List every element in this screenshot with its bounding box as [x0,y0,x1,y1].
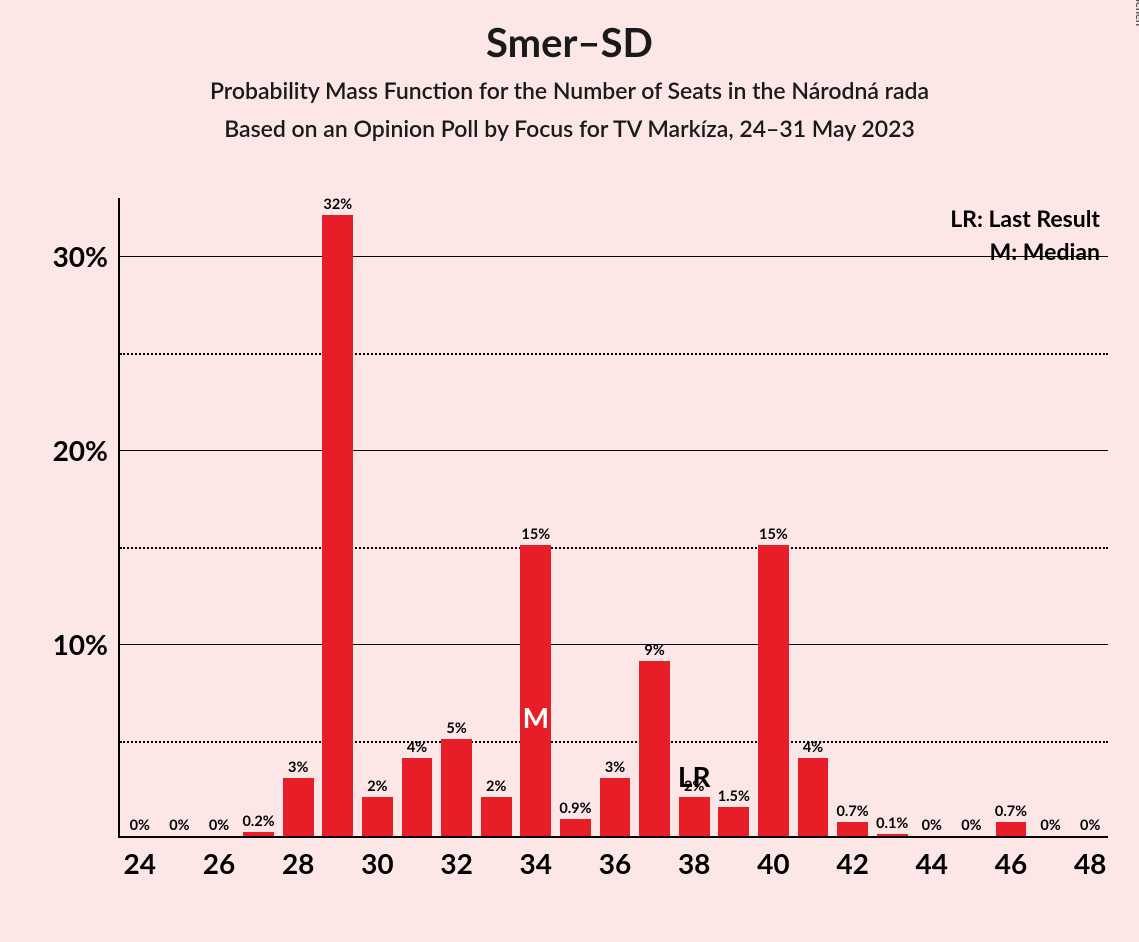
bar-value-label: 15% [759,526,788,545]
x-tick-label: 46 [995,836,1027,880]
bar-value-label: 5% [446,720,466,739]
bar-value-label: 1.5% [718,788,750,807]
bar: 32% [322,215,353,836]
bar-value-label: 0% [209,817,229,836]
y-tick-label: 10% [53,627,120,661]
bar-value-label: 9% [644,642,664,661]
bar-value-label: 0% [1040,817,1060,836]
legend-median: M: Median [990,237,1100,265]
bar-value-label: 0% [169,817,189,836]
gridline-major [120,644,1108,645]
x-tick-label: 48 [1074,836,1106,880]
x-tick-label: 42 [836,836,868,880]
annotation-median: M [523,700,549,734]
x-tick-label: 38 [678,836,710,880]
bar-value-label: 2% [486,778,506,797]
chart-subtitle-1: Probability Mass Function for the Number… [0,76,1139,104]
x-tick-label: 26 [203,836,235,880]
gridline-major [120,450,1108,451]
bar-value-label: 15% [521,526,550,545]
bar-value-label: 0% [961,817,981,836]
gridline-minor [120,353,1108,355]
bar: 2% [679,797,710,836]
bar-value-label: 0% [922,817,942,836]
bar-value-label: 3% [605,759,625,778]
bar: 4% [798,758,829,836]
x-tick-label: 28 [282,836,314,880]
bar-value-label: 4% [407,739,427,758]
bar-value-label: 3% [288,759,308,778]
bar-value-label: 2% [367,778,387,797]
bar-value-label: 0.7% [995,803,1027,822]
bar: 0.1% [877,834,908,836]
bar-value-label: 0.1% [876,815,908,834]
y-tick-label: 20% [53,433,120,467]
bar: 0.7% [996,822,1027,836]
copyright-text: © 2023 Filip van Laenen [1133,0,1139,26]
bar: 0.2% [243,832,274,836]
bar-value-label: 0% [130,817,150,836]
bar-value-label: 4% [803,739,823,758]
x-tick-label: 40 [757,836,789,880]
x-tick-label: 32 [440,836,472,880]
bar-value-label: 0.9% [559,800,591,819]
x-tick-label: 36 [599,836,631,880]
x-tick-label: 30 [361,836,393,880]
bar: 4% [402,758,433,836]
bar: 5% [441,739,472,836]
bar: 2% [362,797,393,836]
chart-subtitle-2: Based on an Opinion Poll by Focus for TV… [0,114,1139,142]
bar: 3% [283,778,314,836]
bar: 1.5% [718,807,749,836]
bar-value-label: 32% [323,196,352,215]
bar: 2% [481,797,512,836]
bar-value-label: 0.7% [837,803,869,822]
x-tick-label: 34 [520,836,552,880]
bar: 9% [639,661,670,836]
bar: 0.7% [837,822,868,836]
annotation-last-result: LR [678,759,711,793]
gridline-minor [120,741,1108,743]
bar: 3% [600,778,631,836]
bar-value-label: 0% [1080,817,1100,836]
gridline-major [120,256,1108,257]
bar: 15% [520,545,551,836]
gridline-minor [120,547,1108,549]
bar-value-label: 0.2% [243,813,275,832]
bar: 0.9% [560,819,591,836]
plot-area: LR: Last Result M: Median 10%20%30%0%0%0… [118,198,1108,838]
chart-title: Smer–SD [0,18,1139,66]
y-tick-label: 30% [53,239,120,273]
x-tick-label: 44 [916,836,948,880]
legend-last-result: LR: Last Result [950,204,1100,232]
bar: 15% [758,545,789,836]
x-tick-label: 24 [124,836,156,880]
